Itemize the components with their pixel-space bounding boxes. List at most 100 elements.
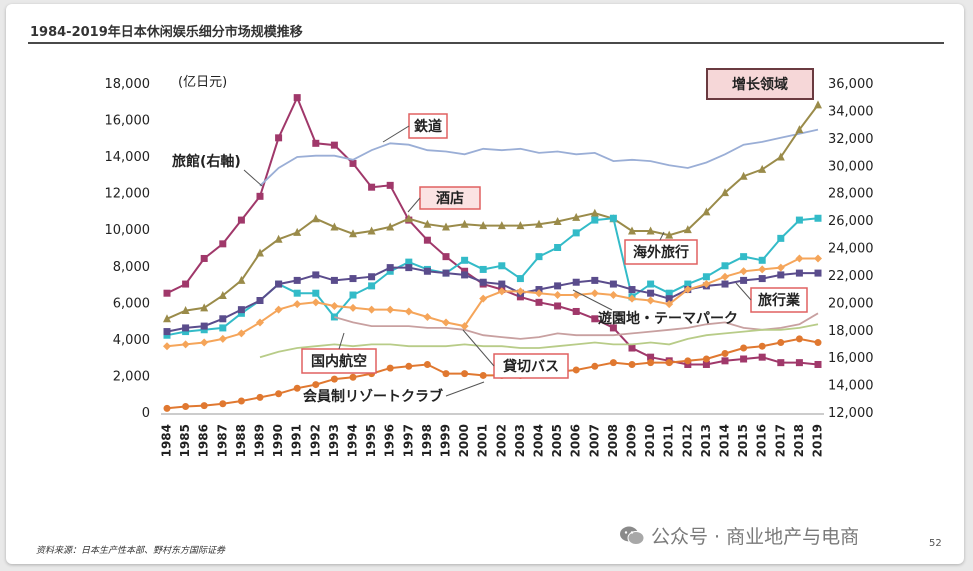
x-tick-label: 1984 bbox=[160, 424, 174, 457]
point-marker bbox=[293, 300, 302, 309]
series-line-ryokan bbox=[259, 128, 819, 187]
point-marker bbox=[330, 222, 339, 231]
point-marker bbox=[591, 362, 599, 370]
point-marker bbox=[572, 278, 580, 286]
y-left-tick-label: 10,000 bbox=[105, 223, 151, 238]
point-marker bbox=[740, 253, 748, 261]
point-marker bbox=[814, 214, 822, 222]
y-left-tick-label: 6,000 bbox=[113, 296, 150, 311]
point-marker bbox=[572, 291, 581, 300]
x-tick-label: 2016 bbox=[755, 424, 769, 457]
point-marker bbox=[647, 359, 655, 367]
point-marker bbox=[665, 300, 674, 309]
point-marker bbox=[200, 338, 209, 347]
domestic-air-leader bbox=[338, 332, 345, 350]
point-marker bbox=[739, 267, 748, 276]
point-marker bbox=[405, 362, 413, 370]
point-marker bbox=[181, 340, 190, 349]
point-marker bbox=[219, 315, 227, 323]
rail-leader bbox=[382, 125, 410, 143]
point-marker bbox=[423, 360, 431, 368]
point-marker bbox=[200, 303, 209, 312]
point-marker bbox=[814, 360, 822, 368]
point-marker bbox=[275, 280, 283, 288]
point-marker bbox=[665, 230, 674, 239]
slide-title: 1984-2019年日本休闲娱乐细分市场规模推移 bbox=[30, 25, 303, 40]
point-marker bbox=[665, 289, 673, 297]
point-marker bbox=[368, 183, 376, 191]
point-marker bbox=[386, 222, 395, 231]
point-marker bbox=[200, 326, 208, 334]
point-marker bbox=[497, 221, 506, 230]
hotel-leader bbox=[407, 197, 421, 213]
point-marker bbox=[721, 188, 729, 197]
point-marker bbox=[330, 276, 338, 284]
point-marker bbox=[460, 219, 469, 228]
point-marker bbox=[684, 280, 692, 288]
point-marker bbox=[684, 357, 692, 365]
y-left-tick-label: 8,000 bbox=[113, 260, 150, 275]
point-marker bbox=[182, 328, 190, 336]
point-marker bbox=[479, 278, 487, 286]
point-marker bbox=[647, 353, 655, 361]
watermark-text: 公众号 · 商业地产与电商 bbox=[651, 526, 860, 548]
bus-leader bbox=[462, 329, 495, 367]
point-marker bbox=[312, 381, 320, 389]
x-tick-label: 2019 bbox=[811, 424, 825, 457]
point-marker bbox=[721, 262, 729, 270]
growth-legend-text: 增长领域 bbox=[732, 76, 788, 93]
point-marker bbox=[386, 181, 394, 189]
x-tick-label: 1988 bbox=[234, 424, 248, 457]
point-marker bbox=[256, 318, 264, 327]
point-marker bbox=[368, 273, 376, 281]
x-tick-label: 2010 bbox=[643, 424, 657, 457]
point-marker bbox=[442, 318, 450, 327]
series-line-domestic_air bbox=[166, 257, 818, 348]
point-marker bbox=[777, 339, 785, 347]
point-marker bbox=[237, 329, 246, 338]
point-marker bbox=[367, 226, 376, 235]
point-marker bbox=[665, 295, 673, 303]
x-tick-label: 1987 bbox=[215, 424, 229, 457]
travel-agency-leader bbox=[735, 282, 752, 301]
x-tick-label: 1992 bbox=[308, 424, 322, 457]
point-marker bbox=[404, 307, 413, 316]
point-marker bbox=[646, 296, 655, 305]
x-tick-label: 2000 bbox=[457, 424, 471, 457]
point-marker bbox=[814, 100, 822, 109]
point-marker bbox=[200, 322, 208, 330]
point-marker bbox=[349, 303, 357, 312]
point-marker bbox=[237, 397, 245, 405]
point-marker bbox=[665, 359, 673, 367]
point-marker bbox=[683, 225, 692, 234]
point-marker bbox=[461, 267, 469, 275]
x-tick-label: 2015 bbox=[736, 424, 750, 457]
overseas-leader bbox=[659, 231, 665, 241]
y-left-tick-label: 0 bbox=[142, 406, 150, 421]
point-marker bbox=[219, 400, 227, 408]
point-marker bbox=[330, 313, 338, 321]
y-right-tick-label: 32,000 bbox=[828, 132, 874, 147]
x-tick-label: 1997 bbox=[401, 424, 415, 457]
point-marker bbox=[293, 384, 301, 392]
y-left-tick-label: 14,000 bbox=[105, 150, 151, 165]
point-marker bbox=[516, 293, 524, 301]
point-marker bbox=[368, 282, 376, 290]
y-left-tick-label: 16,000 bbox=[105, 114, 151, 129]
y-right-tick-label: 20,000 bbox=[828, 296, 874, 311]
point-marker bbox=[684, 360, 692, 368]
series-ryokan bbox=[259, 128, 819, 187]
overseas-label-box bbox=[624, 239, 698, 265]
point-marker bbox=[200, 254, 208, 262]
y-right-tick-label: 28,000 bbox=[828, 187, 874, 202]
point-marker bbox=[386, 267, 394, 275]
x-tick-label: 2017 bbox=[773, 424, 787, 457]
point-marker bbox=[535, 219, 543, 228]
y-right-tick-label: 18,000 bbox=[828, 324, 874, 339]
point-marker bbox=[237, 275, 246, 284]
point-marker bbox=[740, 344, 748, 352]
point-marker bbox=[293, 227, 302, 236]
point-marker bbox=[628, 344, 636, 352]
point-marker bbox=[405, 258, 413, 266]
wechat-icon bbox=[620, 526, 645, 545]
